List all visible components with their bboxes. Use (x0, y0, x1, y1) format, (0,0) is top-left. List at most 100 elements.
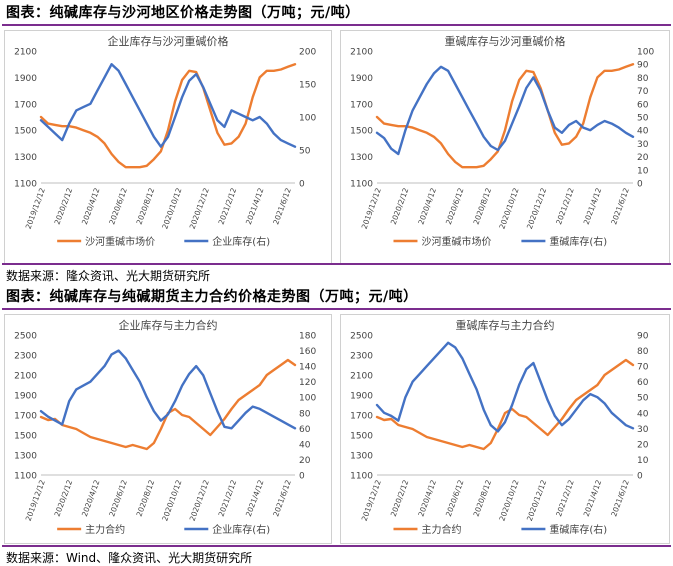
chart1-y-left-tick: 1500 (14, 127, 37, 137)
chart1-y-right-tick: 100 (299, 114, 316, 124)
chart2-x-tick: 2020/12/12 (525, 186, 548, 230)
chart4-y-right-tick: 40 (637, 409, 649, 419)
chart2-y-left-tick: 1300 (350, 153, 373, 163)
chart4-legend-label-1: 主力合约 (421, 523, 461, 536)
section-rule-1a (2, 24, 671, 26)
chart4-y-left-tick: 2100 (350, 372, 373, 382)
chart2-x-tick: 2020/6/12 (444, 186, 466, 225)
chart2-legend-label-2: 重碱库存(右) (549, 235, 607, 248)
chart2-legend-label-1: 沙河重碱市场价 (421, 235, 491, 248)
chart3-y-left-tick: 2300 (14, 352, 37, 362)
chart4-y-left-tick: 1300 (350, 452, 373, 462)
chart2-y-left-tick: 2100 (350, 48, 373, 58)
source-note-2: 数据来源：Wind、隆众资讯、光大期货研究所 (6, 551, 253, 565)
chart-4: 重碱库存与主力合约 1100 1300 1500 1700 1900 2100 2300 250… (350, 318, 649, 536)
chart4-x-tick: 2020/4/12 (416, 478, 438, 517)
chart1-y-right-tick: 200 (299, 48, 316, 58)
chart3-x-tick: 2020/2/12 (53, 478, 75, 517)
chart1-y-right-tick: 50 (299, 147, 311, 157)
chart1-x-tick: 2021/6/12 (271, 186, 293, 225)
chart3-x-tick: 2021/6/12 (271, 478, 293, 517)
chart1-series-line-1 (39, 63, 297, 169)
chart-2: 重碱库存与沙河重碱价格 1100 1300 1500 1700 1900 2100 0 10 20… (350, 34, 654, 248)
chart4-y-left-tick: 2500 (350, 332, 373, 342)
chart4-x-tick: 2020/6/12 (444, 478, 466, 517)
chart3-legend-label-1: 主力合约 (85, 523, 125, 536)
chart2-y-right-tick: 10 (637, 166, 649, 176)
chart-panel-2: 重碱库存与沙河重碱价格 1100 1300 1500 1700 1900 2100 0 10 20… (340, 30, 670, 264)
chart4-y-right-tick: 50 (637, 394, 649, 404)
chart-panel-3: 企业库存与主力合约 1100 1300 1500 1700 1900 2100 2300 250… (4, 314, 332, 544)
chart-1: 企业库存与沙河重碱价格 1100 1300 1500 1700 1900 2100 0 50 10… (14, 34, 316, 248)
chart2-x-tick: 2020/2/12 (389, 186, 411, 225)
chart2-x-tick: 2020/4/12 (416, 186, 438, 225)
chart3-y-right-tick: 80 (299, 409, 311, 419)
chart4-y-right-tick: 70 (637, 363, 649, 373)
chart2-x-tick: 2019/12/12 (360, 186, 383, 230)
chart3-y-left-tick: 1900 (14, 392, 37, 402)
chart3-x-tick: 2021/4/12 (244, 478, 266, 517)
chart3-series-line-1 (39, 358, 297, 451)
chart2-y-left-tick: 1500 (350, 127, 373, 137)
chart3-y-left-tick: 2100 (14, 372, 37, 382)
chart4-series-line-1 (375, 358, 635, 451)
chart2-y-left-tick: 1700 (350, 100, 373, 110)
section-title-2: 图表：纯碱库存与纯碱期货主力合约价格走势图（万吨；元/吨） (6, 289, 418, 305)
chart3-y-right-tick: 140 (299, 363, 316, 373)
chart4-y-left-tick: 1500 (350, 432, 373, 442)
chart-3: 企业库存与主力合约 1100 1300 1500 1700 1900 2100 2300 250… (14, 318, 316, 536)
section-rule-2a (2, 308, 671, 310)
section-title-1: 图表：纯碱库存与沙河地区价格走势图（万吨；元/吨） (6, 5, 360, 21)
chart1-legend-label-2: 企业库存(右) (212, 235, 270, 248)
chart2-y-right-tick: 100 (637, 48, 654, 58)
chart3-y-left-tick: 1700 (14, 412, 37, 422)
chart3-x-tick: 2021/2/12 (217, 478, 239, 517)
chart3-title: 企业库存与主力合约 (119, 318, 218, 332)
chart4-y-right-tick: 20 (637, 440, 649, 450)
chart1-y-left-tick: 1100 (14, 180, 37, 190)
chart4-x-tick: 2020/10/12 (497, 478, 520, 522)
chart1-y-left-tick: 1900 (14, 74, 37, 84)
chart4-x-tick: 2021/2/12 (554, 478, 576, 517)
chart1-series-line-2 (39, 63, 297, 148)
chart3-y-right-tick: 60 (299, 425, 311, 435)
chart4-x-tick: 2021/6/12 (609, 478, 631, 517)
chart2-y-right-tick: 20 (637, 153, 649, 163)
chart2-y-left-tick: 1100 (350, 180, 373, 190)
chart1-x-tick: 2020/10/12 (160, 186, 183, 230)
chart3-x-tick: 2020/8/12 (135, 478, 157, 517)
chart1-x-tick: 2021/4/12 (244, 186, 266, 225)
chart2-y-right-tick: 70 (637, 87, 649, 97)
chart1-x-tick: 2020/8/12 (135, 186, 157, 225)
chart2-y-right-tick: 60 (637, 100, 649, 110)
chart1-y-left-tick: 1300 (14, 153, 37, 163)
chart2-x-tick: 2021/6/12 (609, 186, 631, 225)
chart3-series-line-2 (39, 349, 297, 430)
chart4-y-right-tick: 90 (637, 332, 649, 342)
source-note-1: 数据来源：隆众资讯、光大期货研究所 (6, 269, 211, 283)
chart4-y-right-tick: 60 (637, 378, 649, 388)
chart3-x-tick: 2020/10/12 (160, 478, 183, 522)
chart2-y-right-tick: 50 (637, 114, 649, 124)
chart4-y-left-tick: 1900 (350, 392, 373, 402)
chart-panel-1: 企业库存与沙河重碱价格 1100 1300 1500 1700 1900 2100 0 50 10… (4, 30, 332, 264)
chart3-y-right-tick: 100 (299, 394, 316, 404)
chart4-y-left-tick: 2300 (350, 352, 373, 362)
chart1-x-tick: 2020/2/12 (53, 186, 75, 225)
chart3-y-right-tick: 20 (299, 456, 311, 466)
chart4-legend-label-2: 重碱库存(右) (549, 523, 607, 536)
chart2-x-tick: 2021/4/12 (582, 186, 604, 225)
chart2-y-left-tick: 1900 (350, 74, 373, 84)
chart3-y-right-tick: 0 (299, 472, 305, 482)
chart4-x-tick: 2020/2/12 (389, 478, 411, 517)
chart3-legend-label-2: 企业库存(右) (212, 523, 270, 536)
chart1-y-right-tick: 0 (299, 180, 305, 190)
chart2-series-line-1 (375, 63, 635, 169)
chart3-y-right-tick: 120 (299, 378, 316, 388)
chart2-x-tick: 2020/10/12 (497, 186, 520, 230)
chart4-y-left-tick: 1100 (350, 472, 373, 482)
chart4-x-tick: 2021/4/12 (582, 478, 604, 517)
chart2-y-right-tick: 80 (637, 74, 649, 84)
chart3-y-right-tick: 180 (299, 332, 316, 342)
chart3-y-right-tick: 160 (299, 347, 316, 357)
